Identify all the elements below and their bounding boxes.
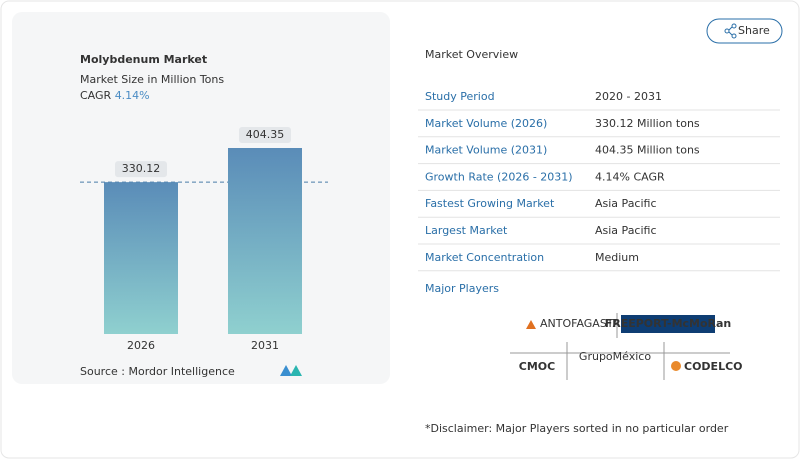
value-label: 404.35	[246, 128, 285, 141]
cagr: CAGR 4.14%	[80, 89, 150, 102]
value-label-box	[115, 161, 167, 178]
bar	[104, 182, 178, 334]
row-label: Largest Market	[425, 224, 508, 237]
disclaimer: *Disclaimer: Major Players sorted in no …	[425, 422, 729, 435]
row-label: Fastest Growing Market	[425, 197, 555, 210]
row-label: Study Period	[425, 90, 495, 103]
player-logo: CMOC	[519, 360, 555, 373]
players-title: Major Players	[425, 282, 499, 295]
share-label[interactable]: Share	[738, 24, 770, 37]
player-logo: GrupoMéxico	[579, 350, 651, 363]
source: Source : Mordor Intelligence	[80, 365, 235, 378]
row-value: Asia Pacific	[595, 197, 657, 210]
row-value: 2020 - 2031	[595, 90, 662, 103]
value-label: 330.12	[122, 162, 161, 175]
cagr-label: CAGR	[80, 89, 112, 102]
overview-table: Study Period 2020 - 2031 Market Volume (20…	[418, 90, 780, 272]
row-value: Medium	[595, 251, 639, 264]
player-logo: ANTOFAGASTA PLC	[540, 317, 644, 330]
player-logo: FREEPORT-McMoRan	[605, 317, 732, 330]
cagr-value: 4.14%	[115, 89, 150, 102]
row-value: 404.35 Million tons	[595, 144, 700, 157]
x-tick-label: 2031	[251, 339, 279, 352]
chart-subtitle: Market Size in Million Tons	[80, 73, 224, 86]
row-value: 330.12 Million tons	[595, 117, 700, 130]
value-label-box	[239, 127, 291, 143]
player-logo: CODELCO	[684, 360, 743, 373]
row-label: Market Volume (2031)	[425, 144, 547, 157]
row-value: 4.14% CAGR	[595, 170, 665, 183]
share-button[interactable]: Share	[706, 18, 783, 44]
row-value: Asia Pacific	[595, 224, 657, 237]
bar	[228, 148, 302, 334]
overview-title: Market Overview	[425, 48, 518, 61]
plot: 330.12 2026 404.35 2031	[80, 127, 328, 352]
chart-title: Molybdenum Market	[80, 53, 207, 66]
row-label: Growth Rate (2026 - 2031)	[425, 170, 573, 183]
row-label: Market Concentration	[425, 251, 544, 264]
chart-card	[12, 12, 390, 384]
logo	[280, 365, 302, 376]
row-label: Market Volume (2026)	[425, 117, 547, 130]
player-logos: ANTOFAGASTA PLC FREEPORT-McMoRan CMOC Gr…	[510, 313, 743, 380]
x-tick-label: 2026	[127, 339, 155, 352]
